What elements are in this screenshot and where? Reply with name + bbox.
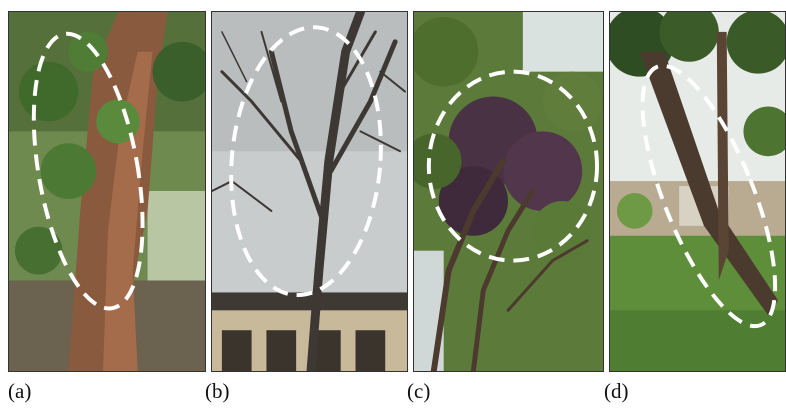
panel-label-b: (b) (205, 379, 230, 403)
purple-canopy-image (414, 12, 603, 371)
panel-label-d: (d) (604, 379, 629, 403)
photo-panel-c (413, 11, 604, 372)
photo-panel-b (211, 11, 408, 372)
leaning-trunk-image (610, 12, 785, 371)
bare-branches-image (212, 12, 407, 371)
tree-trunk-vines-image (9, 12, 205, 371)
panel-label-c: (c) (407, 379, 431, 403)
photo-panel-d (609, 11, 786, 372)
panel-label-a: (a) (8, 379, 32, 403)
photo-panel-a (8, 11, 206, 372)
